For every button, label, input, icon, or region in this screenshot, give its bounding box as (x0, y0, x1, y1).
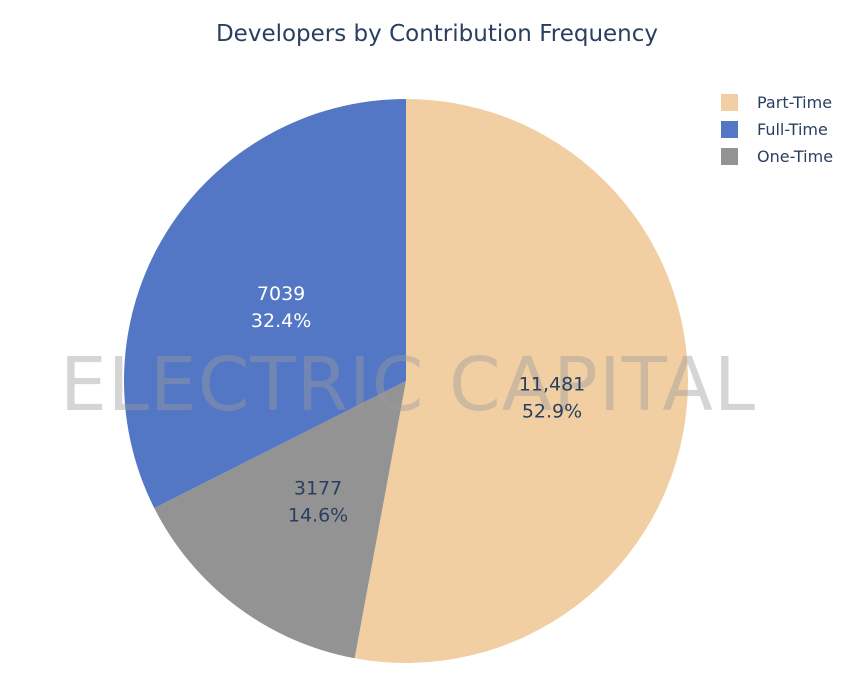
legend-swatch-full-time (721, 121, 738, 138)
slice-value-full-time: 7039 (257, 283, 305, 305)
legend-label-part-time: Part-Time (757, 93, 832, 112)
legend-label-one-time: One-Time (757, 147, 833, 166)
slice-label-part-time: 11,481 52.9% (519, 373, 585, 422)
legend-swatch-one-time (721, 148, 738, 165)
slice-label-full-time: 7039 32.4% (251, 283, 311, 332)
pie-slice-one-time (154, 381, 406, 659)
legend-item-full-time[interactable]: Full-Time (721, 120, 828, 139)
legend: Part-Time Full-Time One-Time (721, 93, 833, 166)
slice-label-one-time: 3177 14.6% (288, 477, 348, 526)
legend-label-full-time: Full-Time (757, 120, 828, 139)
pie-slice-full-time (123, 99, 407, 509)
pie-slice-part-time (354, 99, 688, 663)
legend-swatch-part-time (721, 94, 738, 111)
pie-slices (123, 99, 688, 663)
slice-percent-part-time: 52.9% (522, 400, 582, 422)
watermark: ELECTRIC CAPITAL (60, 342, 756, 428)
legend-item-part-time[interactable]: Part-Time (721, 93, 832, 112)
slice-labels: 11,481 52.9% 3177 14.6% 7039 32.4% (251, 283, 585, 526)
slice-value-part-time: 11,481 (519, 373, 585, 395)
slice-value-one-time: 3177 (294, 477, 342, 499)
chart-title: Developers by Contribution Frequency (216, 21, 658, 47)
slice-percent-one-time: 14.6% (288, 504, 348, 526)
slice-percent-full-time: 32.4% (251, 310, 311, 332)
legend-item-one-time[interactable]: One-Time (721, 147, 833, 166)
